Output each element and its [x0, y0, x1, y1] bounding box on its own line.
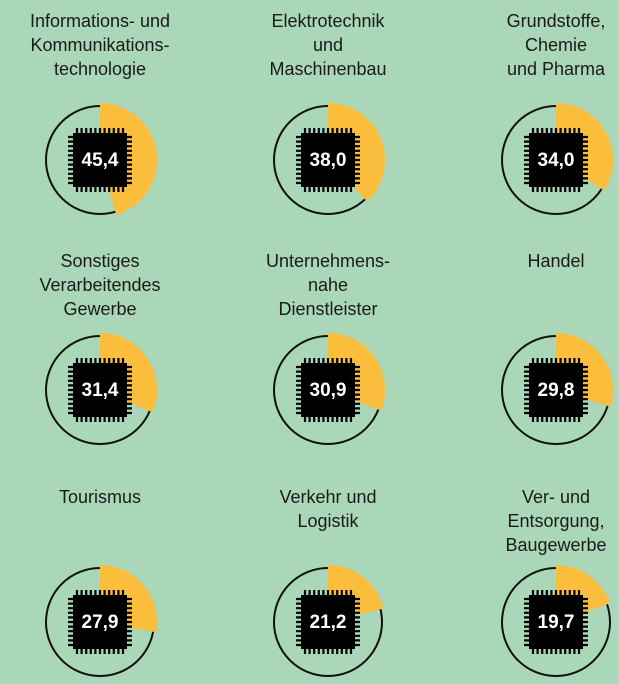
- chip-pins: [68, 358, 132, 422]
- value-label: 34,0: [538, 150, 575, 171]
- chip: [73, 363, 127, 417]
- chip-pins: [68, 128, 132, 192]
- category-label: technologie: [54, 59, 146, 79]
- category-label: Sonstiges: [60, 251, 139, 271]
- category-label: nahe: [308, 275, 348, 295]
- category-label: Handel: [527, 251, 584, 271]
- value-label: 45,4: [82, 150, 119, 171]
- category-label: Maschinenbau: [269, 59, 386, 79]
- category-label: Baugewerbe: [505, 535, 606, 555]
- chip-pins: [524, 590, 588, 654]
- category-label: Ver- und: [522, 487, 590, 507]
- category-label: Tourismus: [59, 487, 141, 507]
- category-label: Grundstoffe,: [507, 11, 606, 31]
- chip: [529, 595, 583, 649]
- category-label: Dienstleister: [278, 299, 377, 319]
- category-label: Entsorgung,: [507, 511, 604, 531]
- value-label: 30,9: [310, 380, 347, 401]
- value-label: 29,8: [538, 380, 575, 401]
- chip: [529, 133, 583, 187]
- chip-pins: [524, 358, 588, 422]
- value-label: 27,9: [82, 612, 119, 633]
- category-label: Elektrotechnik: [271, 11, 385, 31]
- category-label: Gewerbe: [63, 299, 136, 319]
- category-label: Unternehmens-: [266, 251, 390, 271]
- value-label: 21,2: [310, 612, 347, 633]
- value-label: 31,4: [82, 380, 119, 401]
- chip: [301, 363, 355, 417]
- chip: [301, 133, 355, 187]
- chip-pins: [296, 358, 360, 422]
- category-label: Logistik: [297, 511, 359, 531]
- category-label: und Pharma: [507, 59, 606, 79]
- category-label: Informations- und: [30, 11, 170, 31]
- category-label: Chemie: [525, 35, 587, 55]
- category-label: Verarbeitendes: [39, 275, 160, 295]
- chip-pins: [524, 128, 588, 192]
- value-label: 19,7: [538, 612, 575, 633]
- chip: [301, 595, 355, 649]
- chip: [73, 595, 127, 649]
- chip-pins: [68, 590, 132, 654]
- value-label: 38,0: [310, 150, 347, 171]
- category-label: Verkehr und: [279, 487, 376, 507]
- sector: [328, 103, 386, 202]
- chip-pins: [296, 590, 360, 654]
- category-label: Kommunikations-: [30, 35, 169, 55]
- chip-pins: [296, 128, 360, 192]
- chip: [73, 133, 127, 187]
- chip: [529, 363, 583, 417]
- category-label: und: [313, 35, 343, 55]
